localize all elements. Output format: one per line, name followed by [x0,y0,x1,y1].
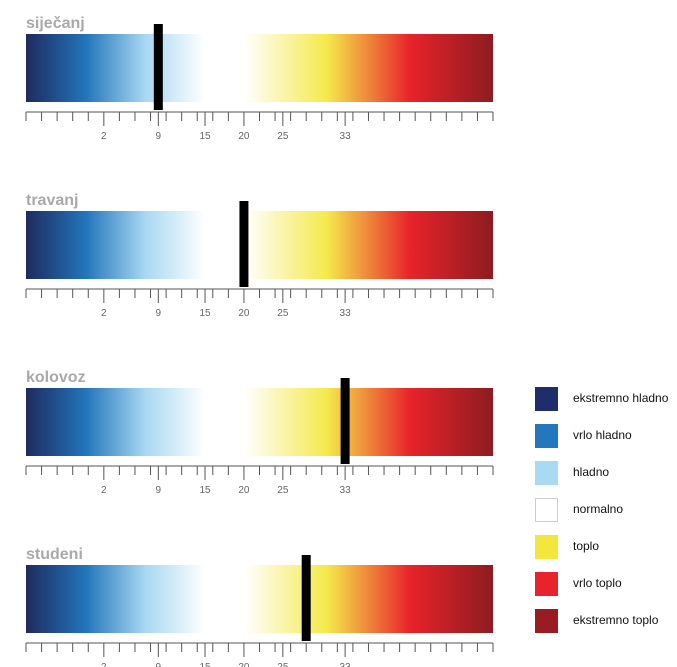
panel-4-cold-band [26,565,206,633]
panel-1-warm-band [243,34,493,102]
legend-item-vrlo-hladno: vrlo hladno [535,424,675,461]
panel-3: kolovoz 2 9 15 20 25 33 [25,369,494,496]
legend-item-ekstremno-toplo: ekstremno toplo [535,609,675,646]
legend-item-ekstremno-hladno: ekstremno hladno [535,387,675,424]
legend-label-normalno: normalno [573,502,624,516]
panel-3-tick-label: 2 [101,485,107,496]
legend-swatch-hladno [535,461,558,485]
panel-4-title: studeni [26,546,83,563]
panel-2-tick-label: 25 [277,308,289,319]
legend-swatch-ekstremno-toplo [535,609,558,633]
legend-item-hladno: hladno [535,461,675,498]
legend-swatch-vrlo-toplo [535,572,558,596]
panel-4-tick-label: 20 [238,662,250,667]
legend-item-vrlo-toplo: vrlo toplo [535,572,675,609]
panel-2-tick-label: 2 [101,308,107,319]
legend-swatch-normalno [535,498,558,522]
panel-2-warm-band [243,211,493,279]
panel-1-tick-label: 9 [156,131,162,142]
legend-label-toplo: toplo [573,539,600,553]
panel-3-cold-band [26,388,206,456]
panel-4-marker [301,555,311,641]
panel-4-tick-label: 2 [101,662,107,667]
panel-3-marker [340,378,350,464]
panel-3-tick-label: 9 [156,485,162,496]
legend: ekstremno hladno vrlo hladno hladno norm… [535,387,675,646]
legend-label-ekstremno-toplo: ekstremno toplo [573,613,659,627]
legend-label-hladno: hladno [573,465,610,479]
panel-2-marker [239,201,249,287]
panel-4-tick-label: 9 [156,662,162,667]
panel-1-title: siječanj [26,15,85,32]
panel-1: siječanj 2 9 15 20 25 33 [25,15,494,142]
panel-1-tick-label: 25 [277,131,289,142]
panel-3-title: kolovoz [26,369,86,386]
panel-2-tick-label: 15 [199,308,211,319]
panel-4-tick-label: 15 [199,662,211,667]
panel-1-cold-band [26,34,206,102]
panel-3-tick-label: 33 [340,485,352,496]
panel-1-marker [153,24,163,110]
legend-swatch-vrlo-hladno [535,424,558,448]
legend-item-toplo: toplo [535,535,675,572]
legend-item-normalno: normalno [535,498,675,535]
legend-swatch-ekstremno-hladno [535,387,558,411]
legend-label-ekstremno-hladno: ekstremno hladno [573,391,669,405]
panel-2-tick-label: 33 [340,308,352,319]
legend-label-vrlo-toplo: vrlo toplo [573,576,622,590]
panel-1-tick-label: 15 [199,131,211,142]
panel-1-tick-label: 33 [340,131,352,142]
panel-1-tick-label: 2 [101,131,107,142]
panel-4-tick-label: 33 [340,662,352,667]
panel-4-warm-band [243,565,493,633]
panel-2: travanj 2 9 15 20 25 33 [25,192,494,319]
panel-3-warm-band [243,388,493,456]
panel-1-tick-label: 20 [238,131,250,142]
legend-label-vrlo-hladno: vrlo hladno [573,428,632,442]
panel-2-title: travanj [26,192,78,209]
panel-4: studeni 2 9 15 20 25 33 [25,546,494,667]
panel-3-tick-label: 20 [238,485,250,496]
panel-3-tick-label: 25 [277,485,289,496]
panel-2-tick-label: 20 [238,308,250,319]
panel-4-tick-label: 25 [277,662,289,667]
panel-2-cold-band [26,211,206,279]
panel-2-tick-label: 9 [156,308,162,319]
panel-3-tick-label: 15 [199,485,211,496]
legend-swatch-toplo [535,535,558,559]
